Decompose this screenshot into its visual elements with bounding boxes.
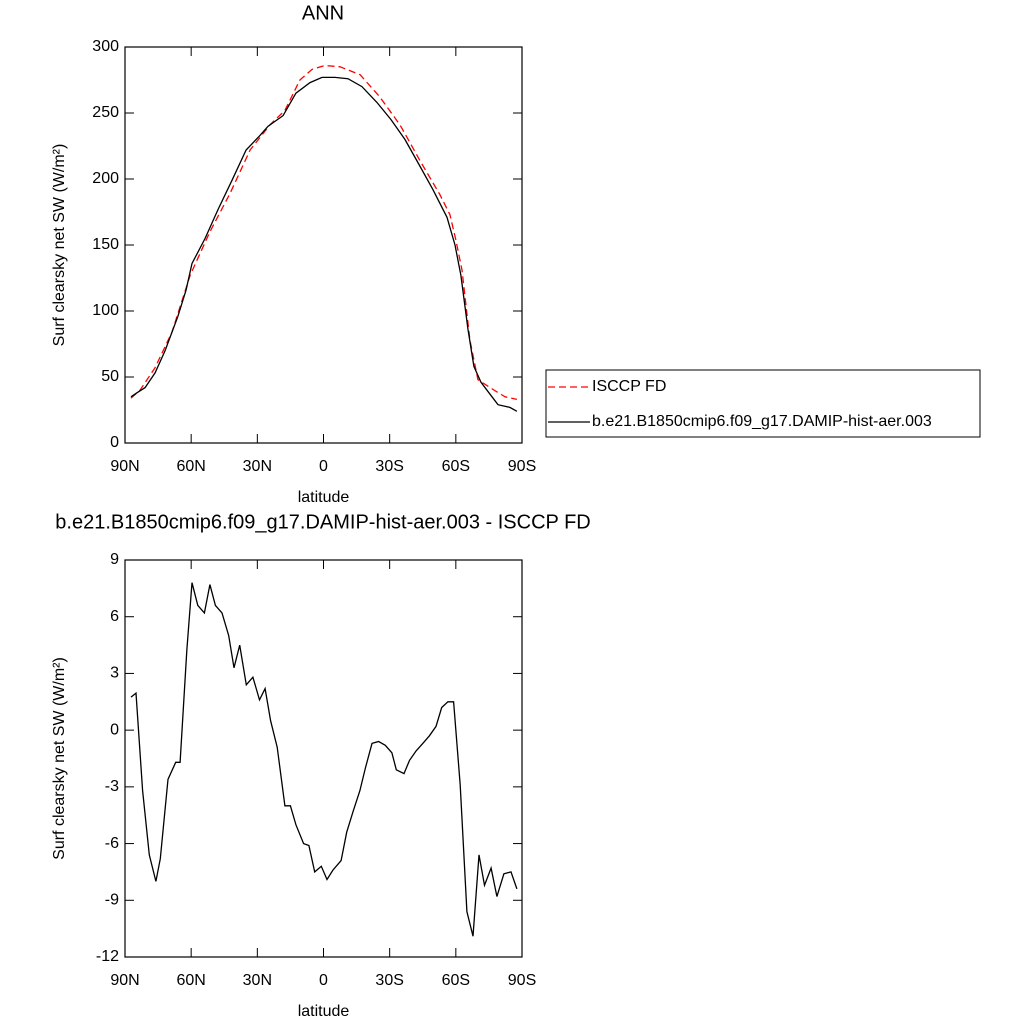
x-tick-label: 90S xyxy=(508,972,536,989)
x-tick-label: 30N xyxy=(243,972,272,989)
y-tick-label: -3 xyxy=(105,778,119,795)
data-line xyxy=(130,64,518,401)
data-line xyxy=(130,76,518,412)
x-tick-label: 90N xyxy=(110,972,139,989)
x-axis-label: latitude xyxy=(298,489,350,506)
plot-frame xyxy=(124,46,523,444)
x-tick-label: 90N xyxy=(110,458,139,475)
y-tick-label: 6 xyxy=(110,608,119,625)
x-axis-label: latitude xyxy=(298,1003,350,1020)
legend-label: ISCCP FD xyxy=(592,378,666,395)
legend-box xyxy=(545,369,981,438)
y-tick-label: 200 xyxy=(92,170,119,187)
y-tick-label: 9 xyxy=(110,551,119,568)
plot-frame xyxy=(124,559,523,958)
x-tick-label: 60N xyxy=(176,458,205,475)
y-tick-label: -12 xyxy=(96,948,119,965)
y-tick-label: 100 xyxy=(92,302,119,319)
y-axis-label: Surf clearsky net SW (W/m²) xyxy=(51,657,68,860)
x-tick-label: 30S xyxy=(375,972,403,989)
y-tick-label: 300 xyxy=(92,38,119,55)
legend-label: b.e21.B1850cmip6.f09_g17.DAMIP-hist-aer.… xyxy=(592,413,932,430)
x-tick-label: 30N xyxy=(243,458,272,475)
x-tick-label: 60S xyxy=(442,458,470,475)
x-tick-label: 30S xyxy=(375,458,403,475)
y-axis-label: Surf clearsky net SW (W/m²) xyxy=(51,144,68,347)
chart-title: ANN xyxy=(302,2,344,24)
x-tick-label: 60N xyxy=(176,972,205,989)
y-tick-label: 150 xyxy=(92,236,119,253)
y-tick-label: 50 xyxy=(101,368,119,385)
x-tick-label: 0 xyxy=(319,972,328,989)
y-tick-label: -9 xyxy=(105,892,119,909)
x-tick-label: 60S xyxy=(442,972,470,989)
data-line xyxy=(130,582,518,937)
x-tick-label: 0 xyxy=(319,458,328,475)
y-tick-label: 250 xyxy=(92,104,119,121)
y-tick-label: -6 xyxy=(105,835,119,852)
chart-title: b.e21.B1850cmip6.f09_g17.DAMIP-hist-aer.… xyxy=(55,511,590,533)
y-tick-label: 0 xyxy=(110,434,119,451)
y-tick-label: 3 xyxy=(110,665,119,682)
y-tick-label: 0 xyxy=(110,721,119,738)
x-tick-label: 90S xyxy=(508,458,536,475)
